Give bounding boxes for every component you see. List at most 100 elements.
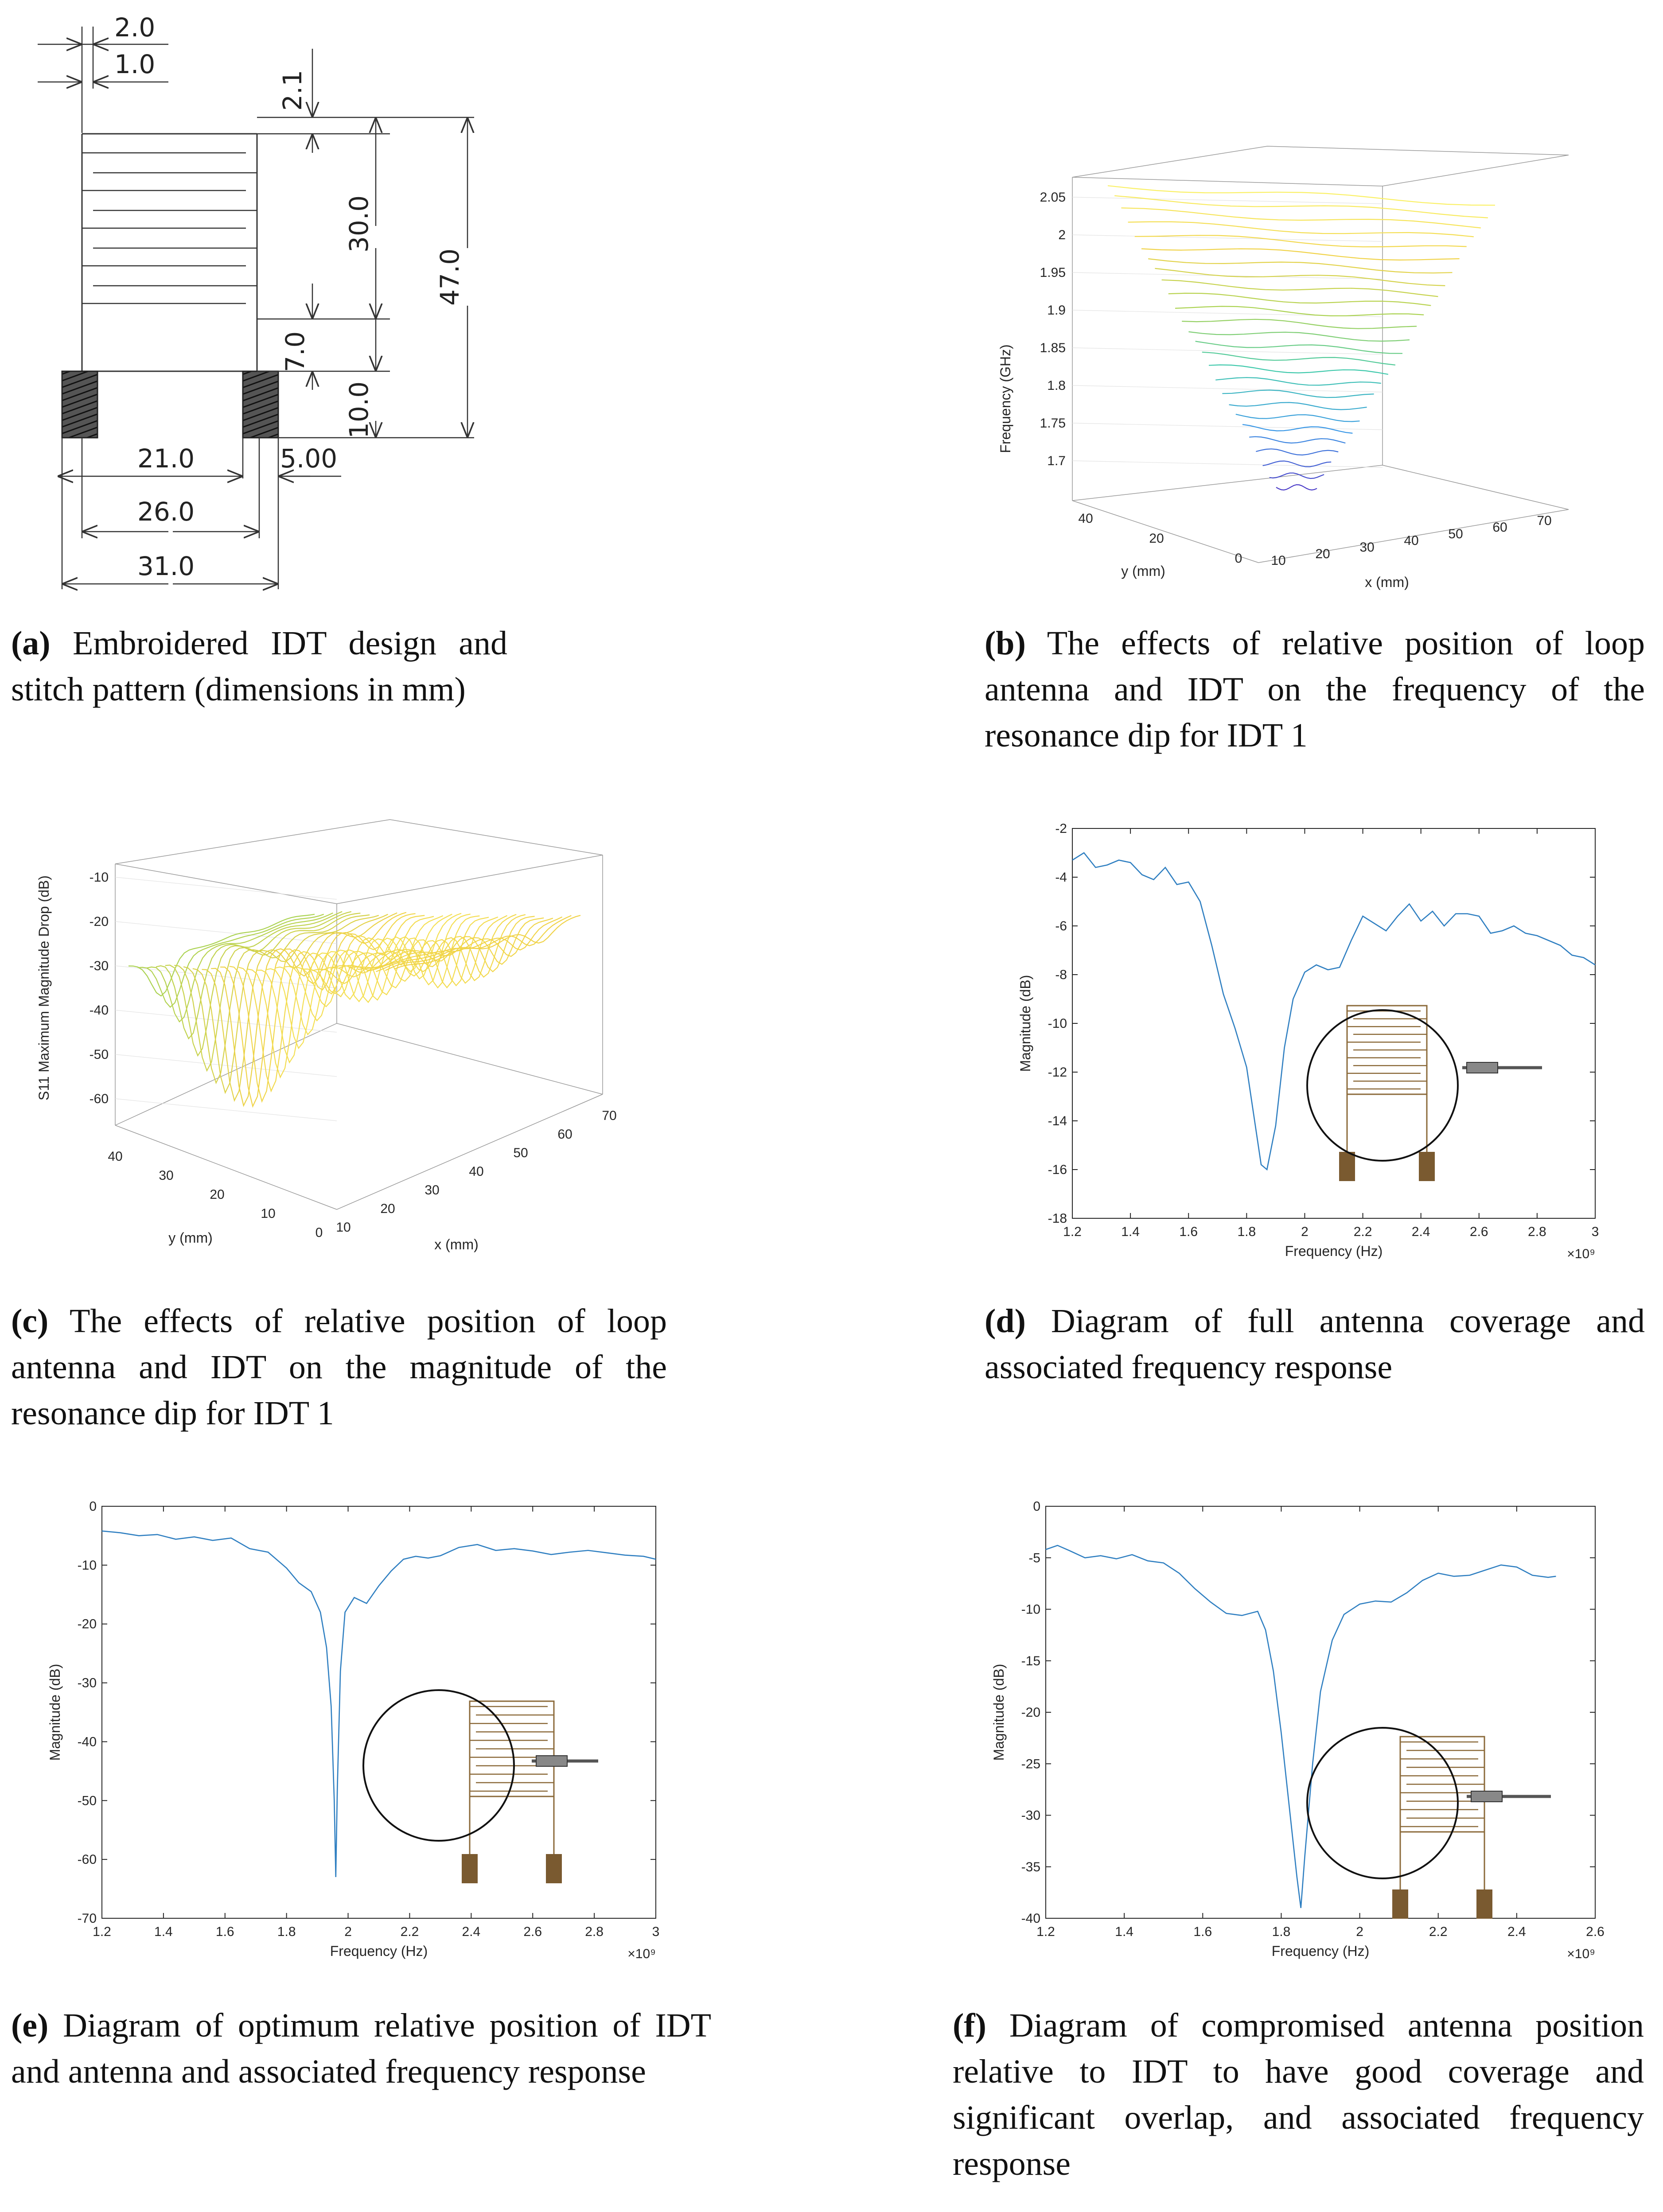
- x-tick-label: 10: [1271, 553, 1285, 568]
- plot-b-3d-frequency: 2.05 2 1.95 1.9 1.85 1.8 1.75 1.7 Frequency (GH…: [997, 146, 1569, 590]
- dim-47-0: 47.0: [435, 249, 465, 306]
- x-tick-label: 2.4: [1412, 1225, 1430, 1239]
- y-tick-label: -40: [1021, 1911, 1040, 1926]
- x-tick-label: 40: [469, 1164, 483, 1179]
- z-tick-label: 1.95: [1040, 265, 1066, 280]
- contour-line: [1182, 319, 1417, 329]
- y-tick-label: -14: [1048, 1114, 1067, 1128]
- x-tick-label: 20: [380, 1201, 395, 1216]
- contour-line: [266, 914, 452, 1050]
- caption-b: (b) The effects of relative position of …: [985, 620, 1645, 758]
- caption-e: (e) Diagram of optimum relative position…: [11, 2002, 711, 2095]
- contour-line: [1114, 195, 1488, 218]
- loop-antenna: [1306, 1727, 1459, 1879]
- y-tick-label: -60: [78, 1852, 97, 1867]
- contour-line: [1121, 207, 1481, 229]
- contour-line: [293, 915, 480, 1007]
- contour-line: [211, 912, 397, 1107]
- plot-area: [101, 1506, 656, 1919]
- y-tick-label: -50: [78, 1793, 97, 1808]
- x-tick-label: 2: [1301, 1225, 1309, 1239]
- y-axis-label: Magnitude (dB): [991, 1664, 1007, 1761]
- x-tick-label: 1.2: [93, 1924, 111, 1939]
- y-tick-label: -5: [1028, 1551, 1040, 1565]
- x-tick-label: 1.6: [1179, 1225, 1198, 1239]
- x-tick-label: 2.2: [401, 1924, 419, 1939]
- z-tick-label: 1.75: [1040, 416, 1066, 431]
- plot-b-xlabel: x (mm): [1365, 574, 1409, 590]
- x-tick-label: 2.4: [1507, 1924, 1526, 1939]
- y-axis-label: Magnitude (dB): [47, 1664, 63, 1761]
- x-tick-label: 50: [1448, 527, 1463, 541]
- y-tick-label: -70: [78, 1911, 97, 1926]
- x-tick-label: 1.4: [1115, 1924, 1133, 1939]
- contour-line: [1242, 424, 1353, 434]
- x-multiplier: ×10⁹: [1567, 1947, 1595, 1961]
- contour-line: [1215, 377, 1381, 386]
- caption-a-letter: (a): [11, 625, 51, 662]
- y-tick-label: -35: [1021, 1860, 1040, 1874]
- y-tick-label: 0: [1033, 1499, 1040, 1514]
- x-tick-label: 30: [1359, 540, 1374, 555]
- series-line: [101, 1530, 656, 1878]
- y-tick-label: 20: [1149, 531, 1164, 546]
- contour-line: [1276, 484, 1317, 491]
- figure-d-frequency-response: 1.2 1.4 1.6 1.8 2 2.2 2.4 2.6 2.8 3 -2 -4 -6 -8 -10 -12…: [984, 815, 1604, 1280]
- contour-line: [238, 915, 425, 1092]
- z-tick-label: 1.85: [1040, 341, 1066, 355]
- x-tick-label: 1.2: [1063, 1225, 1082, 1239]
- chart-f: 1.2 1.4 1.6 1.8 2 2.2 2.4 2.6 0 -5 -10 -15 -20 -25 -30…: [991, 1499, 1605, 1961]
- plot-c-3d-magnitude: -10 -20 -30 -40 -50 -60 S11 Maximum Magnitude…: [36, 819, 617, 1252]
- series-line: [1072, 852, 1596, 1171]
- idt-outline: [81, 133, 258, 372]
- contour-line: [1134, 235, 1467, 248]
- contour-line: [1256, 448, 1339, 456]
- caption-d-text: Diagram of full antenna coverage and ass…: [985, 1302, 1645, 1386]
- contour-line: [1141, 248, 1460, 261]
- idt-pad-right: [242, 370, 279, 439]
- y-tick-label: -18: [1048, 1211, 1067, 1226]
- contour-line: [247, 916, 434, 1079]
- y-tick-label: -30: [1021, 1808, 1040, 1823]
- x-tick-label: 1.8: [277, 1924, 296, 1939]
- figure-b-3d-frequency: 2.05 2 1.95 1.9 1.85 1.8 1.75 1.7 Frequency (GH…: [984, 146, 1573, 594]
- dim-5-00: 5.00: [280, 443, 337, 474]
- plot-b-ylabel: y (mm): [1121, 563, 1165, 579]
- x-tick-label: 2.2: [1429, 1924, 1448, 1939]
- y-tick-label: 40: [108, 1149, 122, 1164]
- y-tick-label: -16: [1048, 1162, 1067, 1177]
- dim-10-0: 10.0: [344, 381, 374, 439]
- x-tick-label: 2.8: [1528, 1225, 1546, 1239]
- x-axis-label: Frequency (Hz): [1272, 1943, 1370, 1959]
- antenna-idt-inset: [1306, 1727, 1551, 1919]
- x-tick-label: 2.4: [462, 1924, 480, 1939]
- x-tick-label: 2.2: [1354, 1225, 1372, 1239]
- x-tick-label: 20: [1315, 547, 1330, 561]
- z-tick-label: -30: [90, 959, 109, 973]
- y-tick-label: 30: [159, 1168, 173, 1183]
- y-tick-label: -12: [1048, 1065, 1067, 1080]
- z-tick-label: -10: [90, 870, 109, 885]
- contour-line: [257, 915, 444, 1064]
- contour-line: [1168, 292, 1431, 306]
- loop-antenna: [362, 1689, 515, 1842]
- x-tick-label: 70: [602, 1108, 616, 1123]
- contour-line: [1222, 389, 1374, 398]
- x-tick-label: 50: [513, 1146, 528, 1160]
- contour-line: [385, 915, 572, 971]
- x-tick-label: 1.6: [216, 1924, 234, 1939]
- caption-d-letter: (d): [985, 1302, 1026, 1340]
- contour-line: [174, 913, 361, 1072]
- figure-c-3d-magnitude: -10 -20 -30 -40 -50 -60 S11 Maximum Magnitude…: [27, 819, 638, 1263]
- contour-line: [1155, 268, 1445, 286]
- caption-d: (d) Diagram of full antenna coverage and…: [985, 1298, 1645, 1390]
- caption-a-text: Embroidered IDT design and stitch patter…: [11, 625, 507, 708]
- contour-line: [1235, 414, 1360, 422]
- x-tick-label: 1.6: [1193, 1924, 1212, 1939]
- y-tick-label: -8: [1055, 968, 1067, 982]
- caption-c-letter: (c): [11, 1302, 49, 1340]
- x-tick-label: 3: [1592, 1225, 1599, 1239]
- plot-c-xlabel: x (mm): [434, 1236, 479, 1252]
- y-tick-label: 20: [210, 1187, 224, 1202]
- z-tick-label: -40: [90, 1003, 109, 1018]
